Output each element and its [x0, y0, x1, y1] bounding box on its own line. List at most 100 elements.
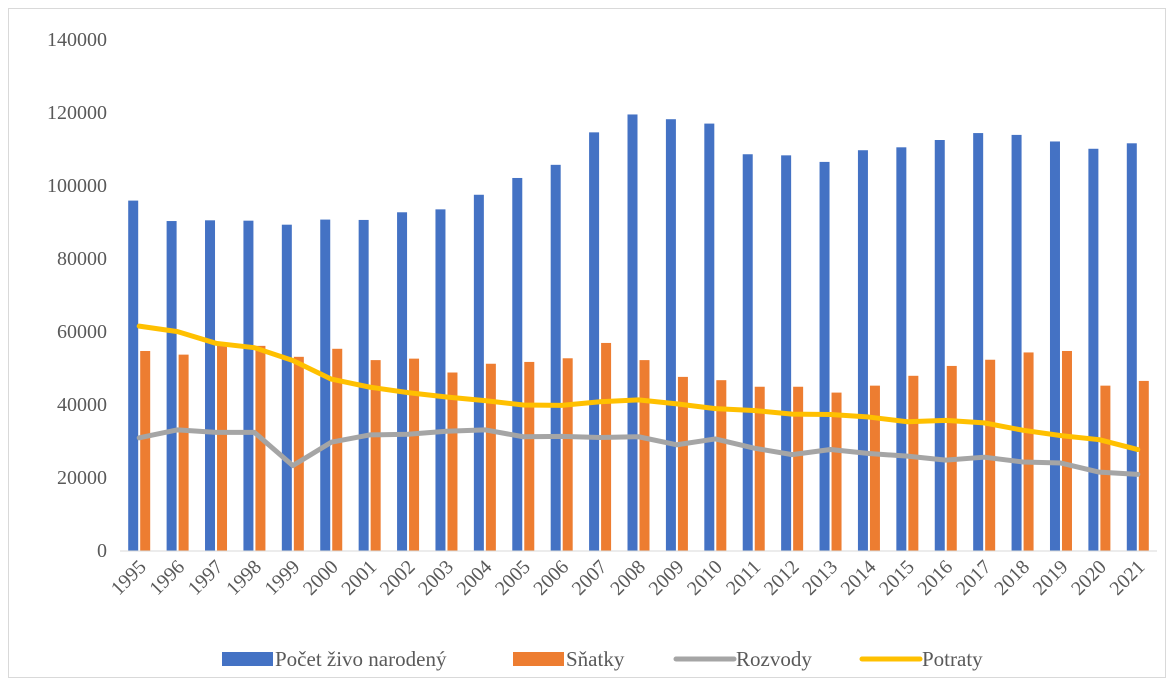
x-tick-label: 2014: [837, 556, 881, 600]
bar-series-1-2021: [1138, 380, 1149, 551]
bar-series-1-2015: [908, 375, 919, 551]
y-tick-label: 60000: [57, 321, 107, 343]
bar-series-0-2019: [1049, 141, 1060, 551]
bar-series-0-2000: [320, 219, 331, 551]
bars-group: [128, 114, 1149, 552]
y-tick-label: 0: [97, 540, 107, 562]
bar-series-0-2015: [896, 147, 907, 551]
x-tick-label: 2012: [760, 556, 804, 600]
x-tick-label: 2007: [568, 556, 612, 600]
bar-series-0-2012: [781, 155, 792, 551]
bar-series-1-2008: [639, 360, 650, 551]
x-tick-label: 2015: [875, 556, 919, 600]
lines-group: [136, 323, 1141, 477]
bar-series-1-2019: [1061, 350, 1072, 551]
x-tick-label: 2000: [299, 556, 343, 600]
line-series-3: [136, 323, 1141, 453]
x-tick-label: 2019: [1029, 556, 1073, 600]
bar-series-0-2018: [1011, 134, 1022, 551]
bar-series-1-2003: [447, 372, 458, 551]
y-tick-label: 20000: [57, 467, 107, 489]
bar-series-1-2000: [332, 348, 343, 551]
bar-series-0-1995: [128, 200, 139, 551]
bar-series-0-1997: [205, 220, 216, 551]
x-tick-label: 2018: [990, 556, 1034, 600]
bar-series-0-2003: [435, 209, 446, 552]
x-tick-label: 2017: [952, 556, 996, 600]
line-series-2: [136, 427, 1141, 477]
x-tick-label: 2001: [337, 556, 381, 600]
x-tick-label: 2003: [414, 556, 458, 600]
bar-series-0-2004: [473, 194, 484, 551]
legend-swatch-0: [222, 652, 273, 666]
legend-label-1: Sňatky: [566, 647, 625, 671]
x-tick-label: 2004: [453, 556, 497, 600]
bar-series-1-2012: [793, 386, 804, 551]
bar-series-1-2002: [409, 358, 420, 551]
bar-series-1-2020: [1100, 385, 1111, 551]
bar-series-0-2021: [1126, 143, 1137, 552]
chart-frame: [8, 8, 1166, 678]
x-tick-label: 2013: [798, 556, 842, 600]
bar-series-1-2007: [601, 342, 612, 551]
bar-series-0-1996: [166, 221, 177, 552]
legend: Počet živo narodený Sňatky Rozvody Potraty: [222, 647, 983, 671]
x-tick-label: 1999: [261, 556, 305, 600]
x-tick-label: 2010: [683, 556, 727, 600]
bar-series-1-2013: [831, 392, 842, 551]
bar-series-0-2007: [589, 132, 600, 551]
bar-series-1-2005: [524, 361, 535, 551]
bar-series-0-2005: [512, 177, 523, 551]
legend-label-3: Potraty: [922, 647, 983, 671]
bar-series-0-2020: [1088, 148, 1099, 551]
y-tick-label: 40000: [57, 394, 107, 416]
bar-series-1-1996: [178, 354, 189, 551]
x-tick-label: 1997: [184, 556, 228, 600]
bar-series-1-2018: [1023, 352, 1034, 551]
x-tick-label: 2002: [376, 556, 420, 600]
bar-series-0-2006: [550, 164, 561, 551]
bar-series-0-1998: [243, 220, 254, 552]
y-tick-label: 120000: [47, 102, 107, 124]
y-axis: 0 20000 40000 60000 80000 100000 120000 140000: [47, 29, 107, 562]
x-tick-label: 2016: [913, 556, 957, 600]
x-tick-label: 1995: [107, 556, 151, 600]
bar-series-0-2014: [857, 150, 868, 552]
bar-series-1-1995: [140, 350, 151, 551]
bar-series-1-2017: [985, 359, 996, 551]
x-tick-label: 2005: [491, 556, 535, 600]
x-tick-label: 2011: [722, 556, 765, 599]
x-tick-label: 2008: [606, 556, 650, 600]
y-tick-label: 140000: [47, 29, 107, 51]
bar-series-0-2011: [742, 154, 753, 551]
bar-series-1-1999: [293, 356, 304, 551]
bar-series-1-2011: [754, 386, 765, 551]
bar-series-0-2008: [627, 114, 638, 552]
x-tick-label: 1996: [145, 556, 189, 600]
x-tick-label: 1998: [222, 556, 266, 600]
y-tick-label: 80000: [57, 248, 107, 270]
bar-series-0-2009: [665, 119, 676, 552]
bar-series-1-1997: [217, 343, 228, 551]
bar-series-0-2013: [819, 161, 830, 551]
x-tick-label: 2006: [529, 556, 573, 600]
x-tick-label: 2021: [1105, 556, 1149, 600]
bar-series-1-2006: [562, 358, 573, 551]
bar-series-0-2017: [973, 133, 984, 551]
bar-series-0-2016: [934, 140, 945, 551]
bar-series-0-2010: [704, 123, 715, 551]
bar-series-1-1998: [255, 345, 266, 551]
bar-series-1-2009: [677, 376, 688, 551]
x-axis: 1995199619971998199920002001200220032004…: [107, 550, 1157, 600]
x-tick-label: 2009: [645, 556, 689, 600]
bar-series-0-2002: [397, 212, 408, 551]
y-tick-label: 100000: [47, 175, 107, 197]
legend-label-0: Počet živo narodený: [275, 647, 447, 671]
legend-swatch-1: [513, 652, 564, 666]
bar-series-1-2014: [869, 385, 880, 551]
bar-series-1-2004: [485, 363, 496, 551]
bar-series-0-1999: [281, 224, 292, 551]
bar-series-1-2001: [370, 360, 381, 551]
